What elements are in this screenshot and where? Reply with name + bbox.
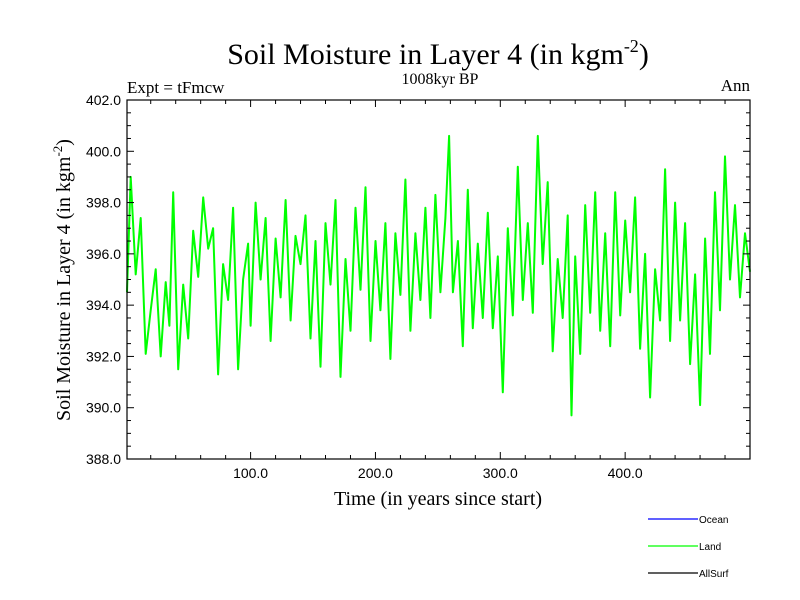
y-tick-label: 400.0 bbox=[86, 143, 121, 159]
y-tick-label: 392.0 bbox=[86, 348, 121, 364]
y-axis-label-superscript: -2 bbox=[50, 146, 65, 157]
y-tick-label: 402.0 bbox=[86, 92, 121, 108]
chart-title: Soil Moisture in Layer 4 (in kgm-2) bbox=[227, 36, 649, 71]
y-axis-label: Soil Moisture in Layer 4 (in kgm-2) bbox=[50, 139, 75, 421]
legend-label-land: Land bbox=[699, 542, 721, 553]
x-axis-label: Time (in years since start) bbox=[334, 488, 542, 510]
plot-frame bbox=[126, 99, 751, 460]
legend-label-allsurf: AllSurf bbox=[699, 569, 729, 580]
chart-title-close: ) bbox=[639, 38, 649, 71]
ticks-layer: 388.0 390.0 392.0 394.0 396.0 398.0 400.0 402.0… bbox=[86, 92, 750, 481]
x-tick-label: 100.0 bbox=[233, 465, 268, 481]
y-tick-label: 398.0 bbox=[86, 195, 121, 211]
y-tick-label: 396.0 bbox=[86, 246, 121, 262]
series-layer bbox=[126, 134, 751, 417]
x-tick-label: 400.0 bbox=[608, 465, 643, 481]
y-axis-label-close: ) bbox=[53, 139, 75, 146]
legend-label-ocean: Ocean bbox=[699, 515, 728, 526]
y-tick-label: 390.0 bbox=[86, 400, 121, 416]
x-tick-label: 200.0 bbox=[358, 465, 393, 481]
x-tick-label: 300.0 bbox=[483, 465, 518, 481]
series-line-land bbox=[126, 134, 751, 417]
chart-title-superscript: -2 bbox=[624, 36, 639, 56]
chart-subtitle: 1008kyr BP bbox=[402, 71, 479, 88]
y-axis-label-main: Soil Moisture in Layer 4 (in kgm bbox=[53, 156, 75, 421]
experiment-label: Expt = tFmcw bbox=[127, 78, 225, 97]
chart-title-main: Soil Moisture in Layer 4 (in kgm bbox=[227, 38, 624, 71]
y-tick-label: 394.0 bbox=[86, 297, 121, 313]
y-tick-label: 388.0 bbox=[86, 451, 121, 467]
season-label: Ann bbox=[721, 76, 751, 95]
legend: Ocean Land AllSurf bbox=[648, 515, 729, 580]
